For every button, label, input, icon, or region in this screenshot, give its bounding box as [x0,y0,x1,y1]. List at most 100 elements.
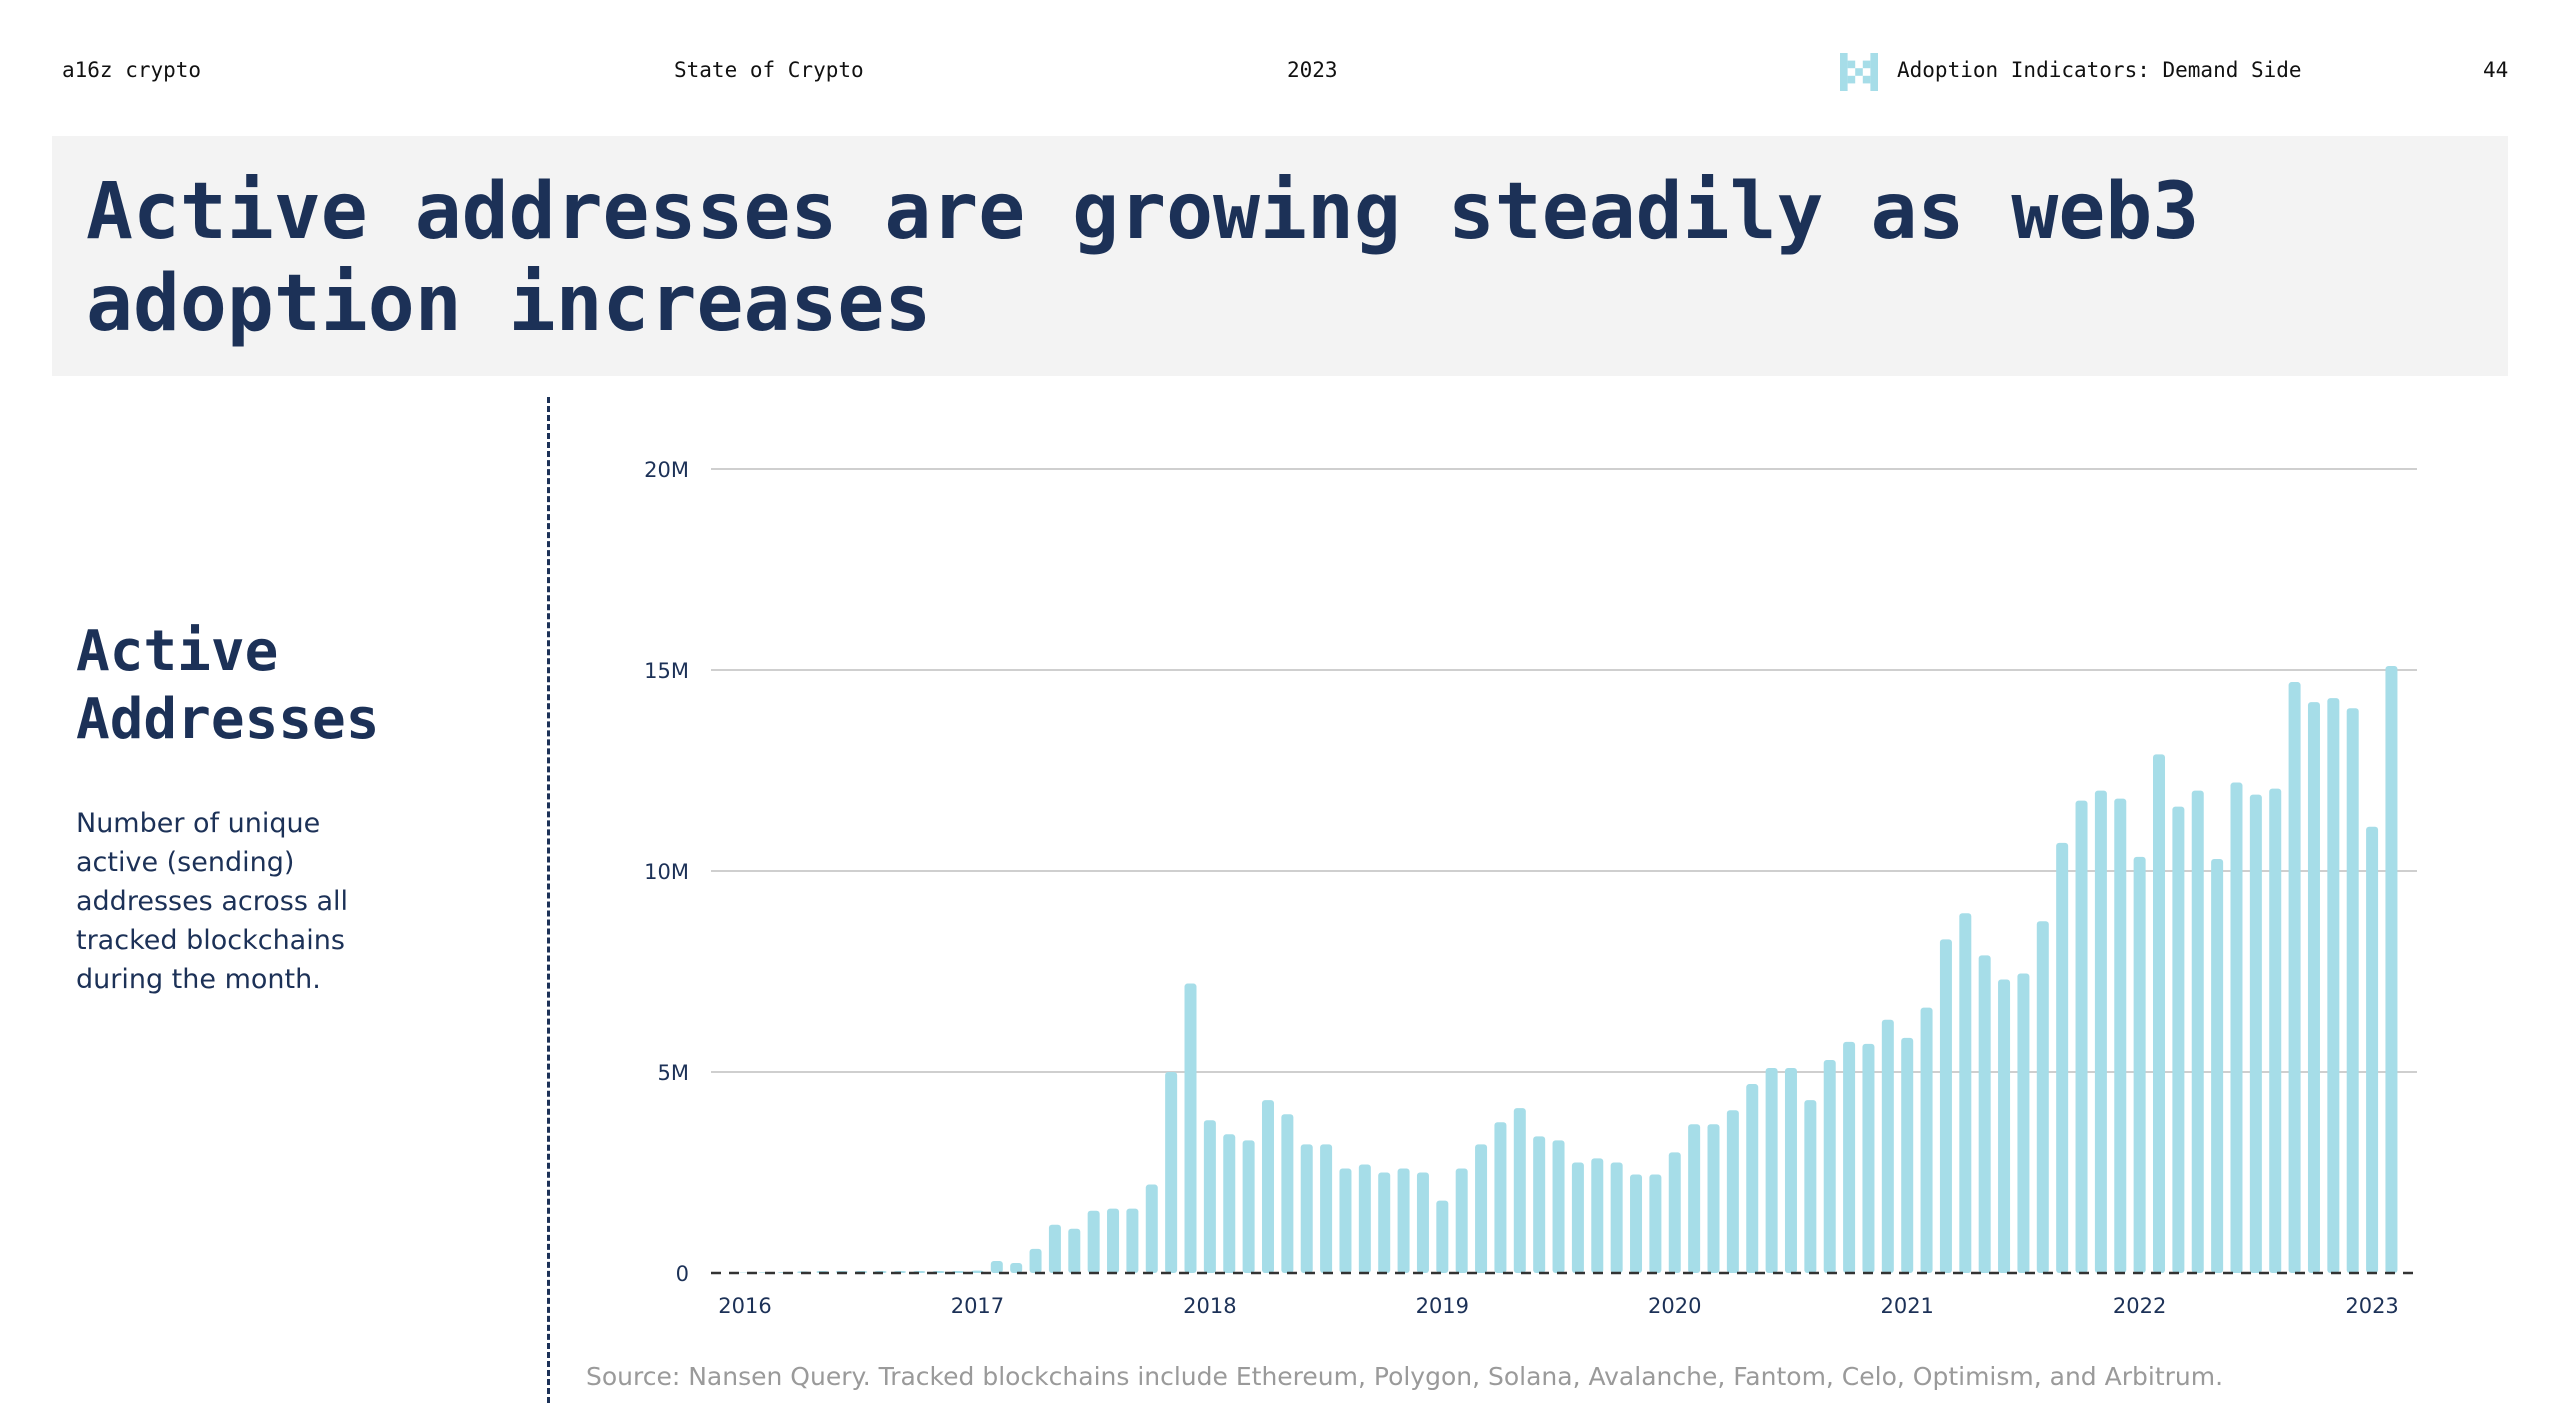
bar [1978,955,1991,1273]
x-tick-label: 2016 [718,1294,771,1318]
bar [2385,665,2398,1273]
bar [1010,1262,1023,1273]
page-number: 44 [2483,58,2509,82]
dashed-divider [547,397,550,1403]
x-tick-label: 2017 [951,1294,1004,1318]
bar [1668,1152,1681,1273]
sidebar-description: Number of unique active (sending) addres… [76,808,349,995]
bar [2075,800,2088,1273]
section-label: Adoption Indicators: Demand Side [1897,58,2302,82]
bar [1784,1067,1797,1273]
bar [2094,790,2107,1273]
bar [1843,1041,1856,1273]
bar [1862,1043,1875,1273]
bar [1378,1172,1391,1273]
bar [1087,1210,1100,1273]
bar [1455,1168,1468,1273]
bar [1029,1248,1042,1273]
bar [2230,782,2243,1273]
bar [1184,983,1197,1273]
bar [2269,788,2282,1273]
bar [1823,1059,1836,1273]
bar [1281,1114,1294,1273]
bar [1571,1162,1584,1273]
bar [1339,1168,1352,1273]
pixel-x-logo-icon [1840,53,1878,91]
bar [1804,1100,1817,1273]
bar [2191,790,2204,1273]
bar [1223,1134,1236,1273]
bar [2153,754,2166,1273]
x-tick-label: 2020 [1648,1294,1701,1318]
bar [1630,1174,1643,1273]
bar [1765,1067,1778,1273]
bar [1242,1140,1255,1273]
bar [1107,1208,1120,1273]
y-tick-label: 0 [676,1262,689,1286]
y-tick-label: 10M [644,860,689,884]
bar [1610,1162,1623,1273]
bar [1261,1100,1274,1273]
bar [2017,973,2030,1273]
bar [1436,1200,1449,1273]
y-tick-label: 20M [644,458,689,482]
bar [1068,1228,1081,1273]
bar [1998,979,2011,1273]
bar [2327,698,2340,1273]
bar [1901,1037,1914,1273]
bar [1688,1124,1701,1273]
bar [2114,798,2127,1273]
bar [1320,1144,1333,1273]
bar [2288,682,2301,1273]
bar [2211,858,2224,1273]
bar [1165,1072,1178,1273]
brand-label: a16z crypto [62,58,202,82]
report-label: State of Crypto [674,58,864,82]
bar [990,1260,1003,1273]
bar [2249,794,2262,1273]
bar [2346,708,2359,1273]
y-tick-label: 5M [658,1061,689,1085]
y-tick-label: 15M [644,659,689,683]
bar [1048,1224,1061,1273]
bar [1475,1144,1488,1273]
bar [1358,1164,1371,1273]
bar [1203,1120,1216,1273]
bar [1513,1108,1526,1273]
bar [1145,1184,1158,1273]
bar [2036,921,2049,1273]
bar [2056,842,2069,1273]
bar [971,1270,984,1273]
bar [1416,1172,1429,1273]
bar [1591,1158,1604,1273]
x-tick-label: 2018 [1183,1294,1236,1318]
bar [1959,913,1972,1273]
bar [1494,1122,1507,1273]
title-banner: Active addresses are growing steadily as… [52,136,2508,376]
bar [1300,1144,1313,1273]
bar [1881,1019,1894,1273]
bar [1126,1208,1139,1273]
bar [2366,826,2379,1273]
bar [1939,939,1952,1273]
x-tick-label: 2019 [1416,1294,1469,1318]
source-note: Source: Nansen Query. Tracked blockchain… [586,1362,2224,1391]
bar [952,1270,965,1273]
bar [1649,1174,1662,1273]
bar [1397,1168,1410,1273]
bar [1746,1084,1759,1273]
bar [1552,1140,1565,1273]
bar [1726,1110,1739,1273]
page-title: Active addresses are growing steadily as… [86,167,2200,349]
sidebar-heading: Active Addresses [76,619,380,752]
bar [2307,702,2320,1273]
bar [2172,806,2185,1273]
year-label: 2023 [1287,58,1338,82]
bar [1707,1124,1720,1273]
bar [1920,1007,1933,1273]
x-tick-label: 2021 [1880,1294,1933,1318]
x-tick-label: 2022 [2113,1294,2166,1318]
x-tick-label: 2023 [2345,1294,2398,1318]
bar [2133,856,2146,1273]
